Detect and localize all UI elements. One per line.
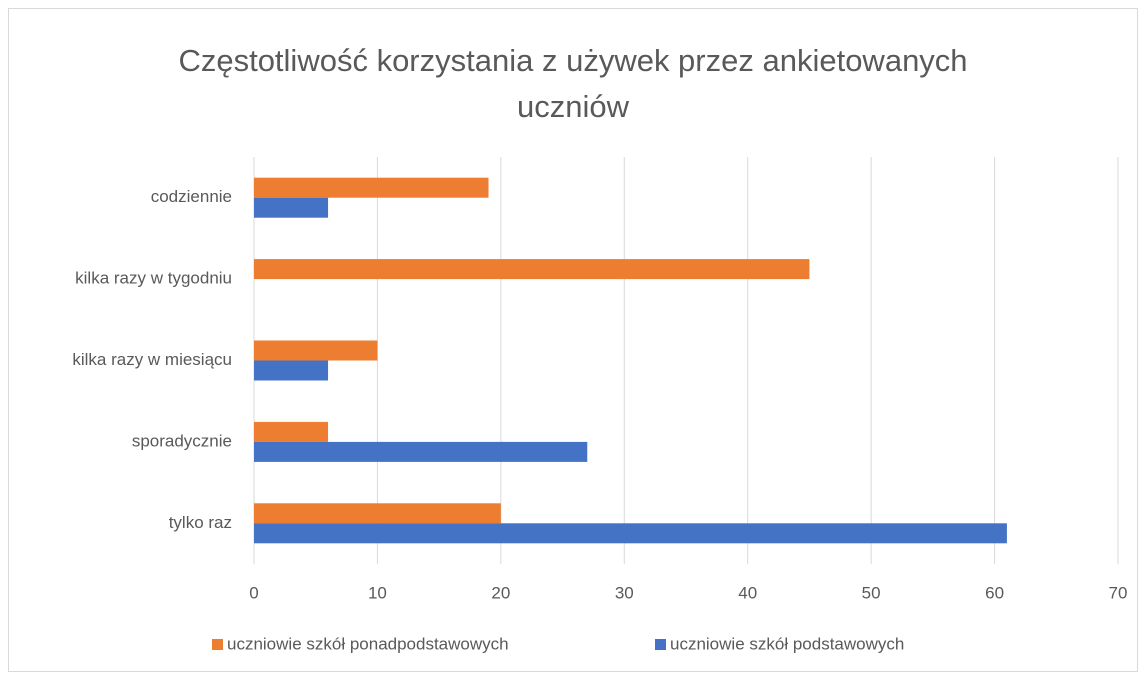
x-tick-label: 0	[249, 583, 258, 602]
x-tick-label: 20	[491, 583, 510, 602]
bar	[254, 177, 489, 198]
y-tick-label: kilka razy w tygodniu	[75, 269, 232, 288]
bar	[254, 340, 378, 361]
y-tick-label: codziennie	[151, 187, 232, 206]
bar	[254, 523, 1007, 544]
legend-label: uczniowie szkół podstawowych	[670, 634, 904, 653]
x-tick-label: 10	[368, 583, 387, 602]
legend-label: uczniowie szkół ponadpodstawowych	[227, 634, 509, 653]
legend-swatch	[655, 639, 666, 650]
legend-swatch	[212, 639, 223, 650]
bar	[254, 259, 810, 280]
chart-title: Częstotliwość korzystania z używek przez…	[178, 43, 968, 124]
chart-border	[8, 8, 1138, 672]
y-tick-label: tylko raz	[169, 513, 232, 532]
bar	[254, 360, 329, 381]
x-tick-label: 30	[615, 583, 634, 602]
bar	[254, 421, 329, 442]
y-tick-label: kilka razy w miesiącu	[72, 350, 232, 369]
x-tick-label: 70	[1109, 583, 1128, 602]
x-tick-label: 60	[985, 583, 1004, 602]
y-tick-label: sporadycznie	[132, 431, 232, 450]
x-tick-label: 50	[862, 583, 881, 602]
bar	[254, 503, 501, 524]
bar	[254, 441, 588, 462]
bar	[254, 197, 329, 218]
x-tick-label: 40	[738, 583, 757, 602]
